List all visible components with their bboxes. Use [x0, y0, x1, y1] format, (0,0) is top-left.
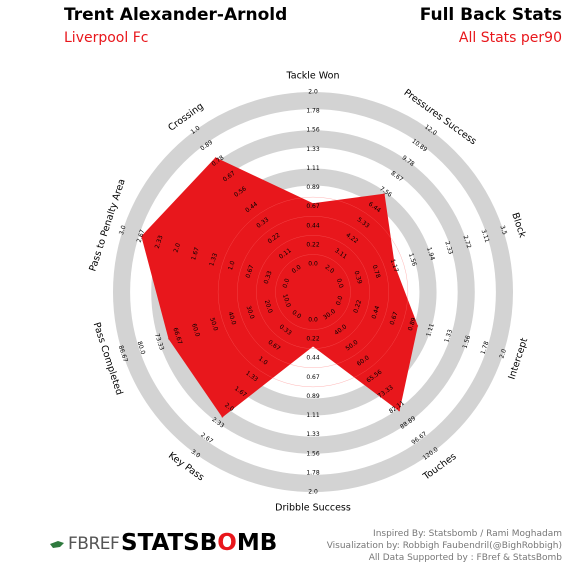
radar-tick-label: 0.89 [407, 317, 418, 332]
radar-tick-label: 0.89 [306, 393, 320, 400]
radar-tick-label: 50.0 [208, 317, 219, 332]
radar-point [141, 235, 143, 238]
radar-tick-label: 2.0 [498, 348, 508, 359]
radar-tick-label: 80.0 [136, 340, 147, 355]
radar-grid-ring [256, 235, 370, 349]
chart-subtitle: All Stats per90 [458, 30, 562, 46]
radar-tick-label: 1.11 [306, 165, 320, 172]
radar-tick-label: 1.0 [227, 260, 237, 271]
radar-point [312, 203, 314, 205]
radar-tick-label: 1.33 [306, 146, 320, 153]
radar-tick-label: 0.78 [371, 264, 382, 279]
radar-tick-label: 20.0 [263, 299, 274, 314]
radar-point [221, 415, 224, 418]
radar-tick-label: 2.0 [308, 89, 318, 96]
radar-axis-label: Intercept [507, 336, 531, 380]
radar-tick-label: 0.0 [291, 264, 303, 275]
radar-tick-label: 0.0 [308, 317, 318, 324]
radar-tick-label: 3.11 [480, 229, 491, 244]
radar-grid-ring [275, 254, 351, 330]
radar-point [416, 325, 419, 327]
radar-tick-label: 1.78 [480, 340, 491, 355]
radar-point [393, 264, 396, 267]
radar-tick-label: 0.67 [389, 311, 400, 326]
radar-tick-label: 0.0 [282, 278, 292, 289]
credit-visualization: Visualization by: Robbigh Faubendril(@Bi… [326, 541, 562, 551]
radar-tick-label: 3.0 [190, 448, 202, 459]
radar-point [312, 345, 314, 347]
radar-tick-label: 10.0 [281, 293, 292, 308]
radar-axis-label: Dribble Success [275, 503, 351, 514]
radar-point [214, 157, 217, 159]
radar-tick-label: 0.0 [335, 278, 345, 289]
radar-tick-label: 1.11 [306, 412, 320, 419]
radar-band [113, 92, 513, 492]
fbref-logo-text: FBREF [68, 534, 120, 554]
radar-tick-label: 0.33 [263, 270, 274, 285]
radar-tick-label: 1.0 [190, 124, 202, 135]
radar-point [398, 409, 400, 412]
radar-tick-label: 0.0 [291, 309, 303, 320]
radar-tick-label: 0.89 [306, 184, 320, 191]
credit-data: All Data Supported by : FBref & StatsBom… [368, 553, 562, 563]
radar-tick-label: 30.0 [245, 305, 256, 320]
radar-tick-label: 1.67 [190, 246, 201, 261]
radar-tick-label: 0.44 [371, 305, 382, 320]
radar-tick-label: 0.44 [306, 355, 320, 362]
radar-tick-label: 2.67 [136, 228, 147, 243]
statsbomb-logo-part2: O [217, 530, 237, 556]
radar-tick-label: 1.56 [306, 450, 320, 457]
radar-tick-label: 1.17 [389, 258, 400, 273]
radar-tick-label: 0.22 [306, 241, 320, 248]
radar-tick-label: 3.0 [118, 224, 128, 235]
radar-tick-label: 2.33 [154, 234, 165, 249]
radar-tick-label: 2.0 [324, 264, 336, 275]
radar-tick-label: 2.33 [443, 240, 454, 255]
radar-axis-label: Block [509, 211, 528, 239]
radar-axis-label: Tackle Won [286, 71, 340, 82]
radar-tick-label: 1.33 [208, 252, 219, 267]
chart-title: Full Back Stats [419, 5, 562, 25]
radar-tick-label: 0.0 [335, 295, 345, 306]
radar-point [383, 193, 385, 196]
radar-tick-label: 0.39 [352, 270, 363, 285]
radar-grid-ring [217, 196, 409, 388]
radar-tick-label: 1.33 [306, 431, 320, 438]
radar-tick-label: 1.11 [425, 323, 436, 338]
radar-tick-label: 1.0 [257, 355, 269, 366]
radar-tick-label: 0.67 [306, 374, 320, 381]
statsbomb-logo-part3: MB [236, 530, 278, 556]
radar-tick-label: 1.56 [407, 252, 418, 267]
radar-tick-label: 40.0 [226, 311, 237, 326]
radar-tick-label: 2.0 [308, 489, 318, 496]
fbref-logo-icon [50, 541, 64, 548]
radar-tick-label: 1.56 [306, 127, 320, 134]
radar-point [168, 337, 170, 340]
radar-tick-label: 2.72 [461, 235, 472, 250]
radar-tick-label: 1.78 [306, 108, 320, 115]
radar-tick-label: 3.5 [498, 225, 508, 236]
radar-tick-label: 2.0 [223, 402, 235, 413]
team-name: Liverpool Fc [64, 30, 149, 46]
radar-tick-label: 1.33 [443, 328, 454, 343]
statsbomb-logo-part1: STATSB [121, 530, 218, 556]
radar-tick-label: 0.22 [352, 299, 363, 314]
player-name: Trent Alexander-Arnold [64, 5, 288, 25]
radar-tick-label: 0.0 [308, 261, 318, 268]
radar-tick-label: 1.78 [306, 469, 320, 476]
radar-tick-label: 1.94 [425, 246, 436, 261]
radar-tick-label: 60.0 [190, 323, 201, 338]
radar-tick-label: 0.67 [306, 203, 320, 210]
radar-tick-label: 1.56 [461, 334, 472, 349]
radar-grid-ring [236, 215, 390, 369]
radar-tick-label: 0.22 [306, 336, 320, 343]
credit-inspired: Inspired By: Statsbomb / Rami Moghadam [373, 529, 562, 539]
radar-tick-label: 0.67 [245, 264, 256, 279]
statsbomb-logo: STATSBOMB [121, 530, 277, 556]
radar-tick-label: 2.0 [173, 242, 183, 253]
radar-tick-label: 0.44 [306, 222, 320, 229]
